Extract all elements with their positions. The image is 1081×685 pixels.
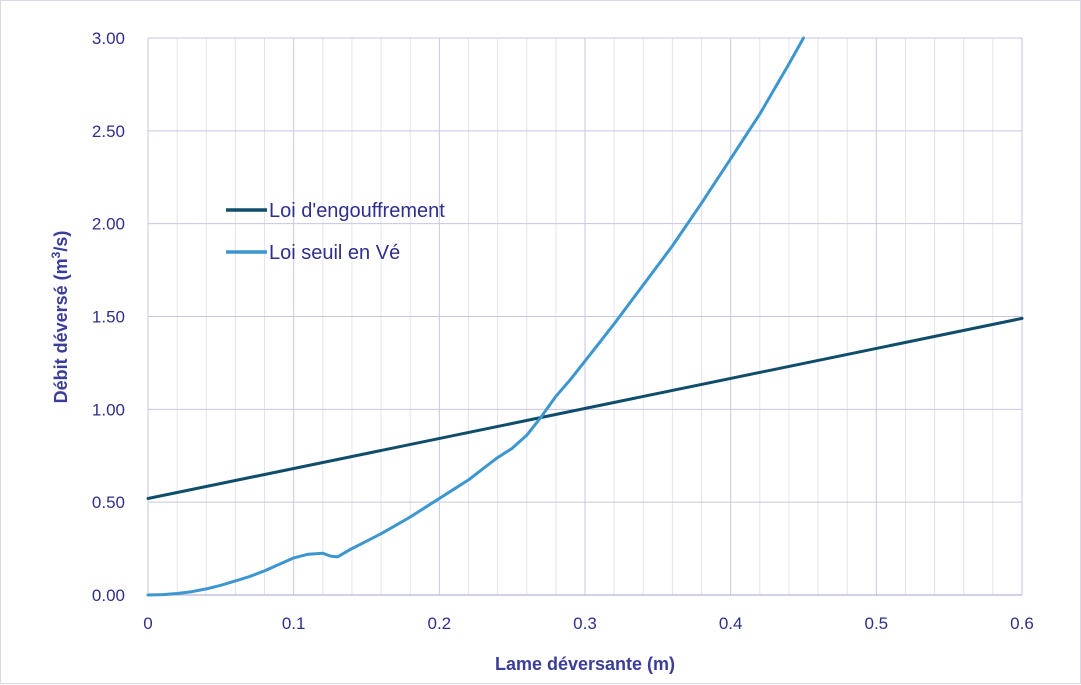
y-tick-label: 0.00	[92, 586, 125, 605]
x-tick-label: 0.3	[573, 614, 597, 633]
y-tick-label: 0.50	[92, 493, 125, 512]
y-axis-title-superscript: 3	[49, 251, 63, 258]
legend-label-seuil-ve: Loi seuil en Vé	[269, 242, 400, 264]
y-tick-label: 3.00	[92, 29, 125, 48]
x-tick-label: 0.1	[282, 614, 306, 633]
y-axis-title-main: Débit déversé (m	[51, 258, 71, 403]
x-tick-label: 0.6	[1010, 614, 1034, 633]
series-lines	[146, 36, 1024, 597]
y-axis-title-tail: /s)	[51, 231, 71, 252]
series-line-seuil-ve	[146, 36, 805, 597]
x-axis-ticks: 0 0.1 0.2 0.3 0.4 0.5 0.6	[143, 614, 1034, 633]
legend: Loi d'engouffrement Loi seuil en Vé	[226, 200, 445, 264]
y-tick-label: 1.00	[92, 400, 125, 419]
y-tick-label: 2.50	[92, 122, 125, 141]
major-gridlines	[147, 37, 1023, 596]
series-line-engouffrement	[146, 316, 1024, 500]
x-tick-label: 0.4	[719, 614, 743, 633]
y-tick-label: 2.00	[92, 215, 125, 234]
x-axis-title: Lame déversante (m)	[495, 654, 675, 674]
y-axis-title: Débit déversé (m3/s)	[49, 231, 71, 404]
x-tick-label: 0.5	[865, 614, 889, 633]
y-tick-label: 1.50	[92, 308, 125, 327]
x-tick-label: 0	[143, 614, 152, 633]
x-tick-label: 0.2	[428, 614, 452, 633]
legend-label-engouffrement: Loi d'engouffrement	[269, 200, 445, 222]
y-axis-ticks: 0.00 0.50 1.00 1.50 2.00 2.50 3.00	[92, 29, 125, 605]
